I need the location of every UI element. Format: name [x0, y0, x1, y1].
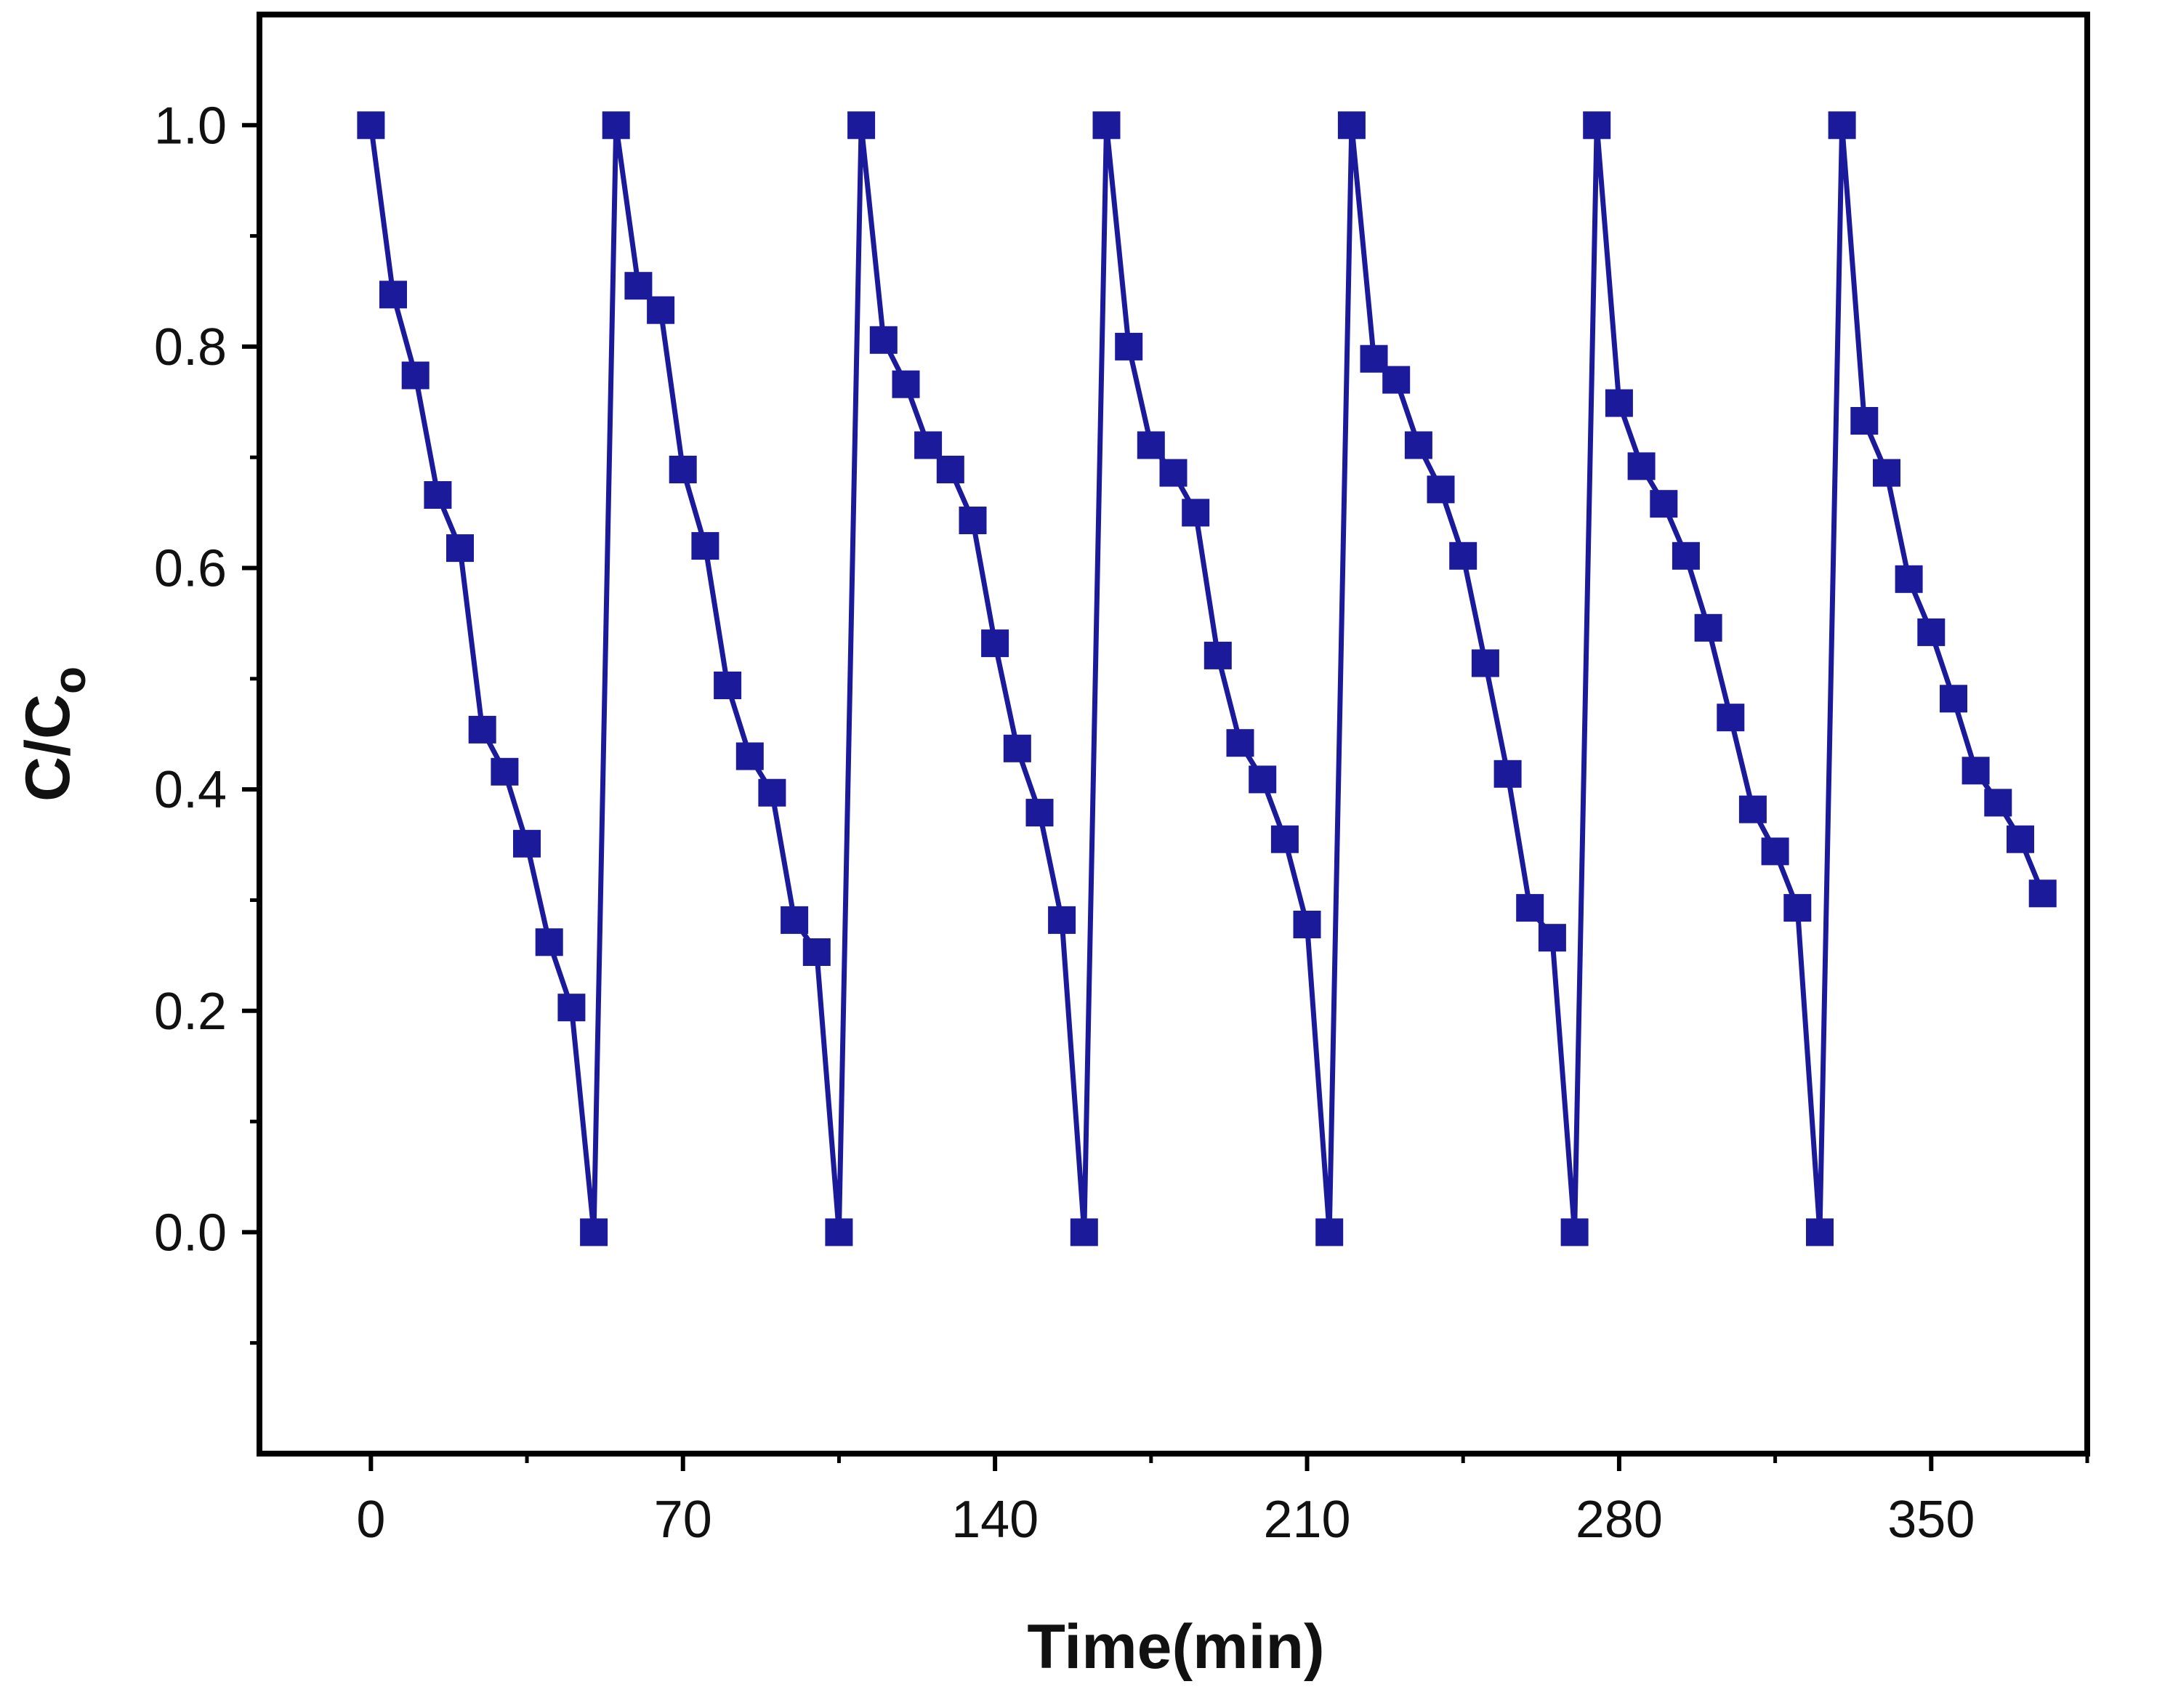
data-point — [914, 431, 943, 459]
data-point — [1449, 541, 1477, 570]
data-point — [1493, 760, 1522, 788]
data-point — [1471, 649, 1499, 677]
data-point — [1828, 111, 1856, 140]
x-tick-label: 350 — [1887, 1491, 1975, 1549]
data-point — [401, 361, 430, 390]
data-point — [825, 1218, 853, 1246]
data-point — [1404, 431, 1432, 459]
series-lines — [368, 124, 2045, 1233]
data-point — [1940, 685, 1967, 713]
data-point — [1694, 613, 1722, 642]
data-point — [1538, 924, 1566, 952]
data-point — [1025, 799, 1054, 827]
data-point — [491, 757, 519, 786]
data-point — [1650, 490, 1678, 518]
data-point — [1895, 565, 1923, 593]
x-tick-label: 210 — [1263, 1491, 1350, 1549]
data-point — [379, 281, 407, 309]
y-tick-label: 1.0 — [154, 97, 227, 155]
data-point — [1516, 894, 1544, 922]
plot-frame — [257, 12, 2090, 1457]
y-tick-label: 0.2 — [154, 983, 227, 1041]
series-line — [368, 124, 2045, 1233]
data-point — [1226, 729, 1254, 757]
y-axis-title-main: C/C — [13, 694, 83, 802]
data-point — [1717, 704, 1745, 732]
x-tick-label: 70 — [654, 1491, 712, 1549]
data-point — [1249, 765, 1277, 794]
data-point — [714, 672, 742, 699]
data-point — [735, 742, 764, 770]
data-point — [1560, 1218, 1589, 1246]
x-axis-title: Time(min) — [1027, 1612, 1324, 1682]
data-point — [1337, 111, 1366, 140]
x-tick-label: 280 — [1576, 1491, 1663, 1549]
y-axis-title: C/Co — [13, 666, 95, 802]
x-axis: 0 70 140 210 280 350 — [356, 1454, 2089, 1549]
data-point — [1003, 734, 1031, 762]
data-point — [1783, 894, 1812, 922]
data-point — [981, 629, 1009, 658]
data-point — [1761, 837, 1789, 866]
data-point — [1427, 475, 1455, 504]
data-point — [468, 715, 496, 744]
data-point — [624, 272, 653, 300]
data-point — [1873, 459, 1900, 487]
data-point — [1605, 389, 1633, 417]
data-point — [1984, 789, 2012, 817]
data-point — [580, 1218, 608, 1246]
data-point — [1182, 499, 1210, 527]
data-point — [1048, 906, 1076, 934]
data-point — [892, 370, 920, 398]
data-point — [535, 928, 563, 956]
data-point — [1315, 1218, 1344, 1246]
y-tick-label: 0.8 — [154, 318, 227, 376]
data-point — [446, 534, 474, 563]
data-point — [1159, 459, 1188, 487]
data-point — [1382, 366, 1411, 394]
data-point — [1204, 641, 1232, 669]
y-tick-label: 0.4 — [154, 761, 227, 819]
y-axis-title-subscript: o — [45, 666, 95, 694]
data-point — [847, 111, 876, 140]
data-point — [959, 507, 987, 534]
data-point — [1115, 332, 1143, 360]
data-point — [647, 296, 675, 324]
data-point — [1270, 825, 1299, 853]
data-point — [802, 938, 831, 966]
data-point — [869, 326, 898, 354]
y-tick-label: 0.6 — [154, 540, 227, 598]
series-points — [357, 111, 2057, 1246]
y-tick-label: 0.0 — [154, 1204, 227, 1262]
x-tick-label: 0 — [356, 1491, 385, 1549]
data-point — [1806, 1218, 1834, 1246]
data-point — [357, 111, 385, 140]
data-point — [1583, 111, 1611, 140]
data-point — [2028, 879, 2057, 908]
y-axis: 0.0 0.2 0.4 0.6 0.8 1.0 — [154, 97, 259, 1345]
data-point — [669, 456, 697, 483]
data-point — [2007, 825, 2034, 853]
data-point — [424, 481, 452, 509]
data-point — [1738, 795, 1767, 823]
data-point — [1917, 618, 1946, 646]
data-point — [691, 532, 719, 560]
data-point — [513, 829, 541, 858]
data-point — [1850, 407, 1879, 435]
data-point — [758, 778, 786, 807]
data-point — [1137, 431, 1165, 459]
data-point — [781, 906, 809, 934]
data-point — [1293, 911, 1321, 938]
data-point — [1627, 452, 1656, 480]
data-point — [1092, 111, 1121, 140]
data-point — [1070, 1218, 1098, 1246]
x-tick-label: 140 — [951, 1491, 1039, 1549]
data-point — [602, 111, 630, 140]
data-point — [557, 994, 586, 1022]
data-point — [1672, 541, 1700, 570]
data-point — [1962, 757, 1990, 785]
data-point — [936, 456, 964, 483]
